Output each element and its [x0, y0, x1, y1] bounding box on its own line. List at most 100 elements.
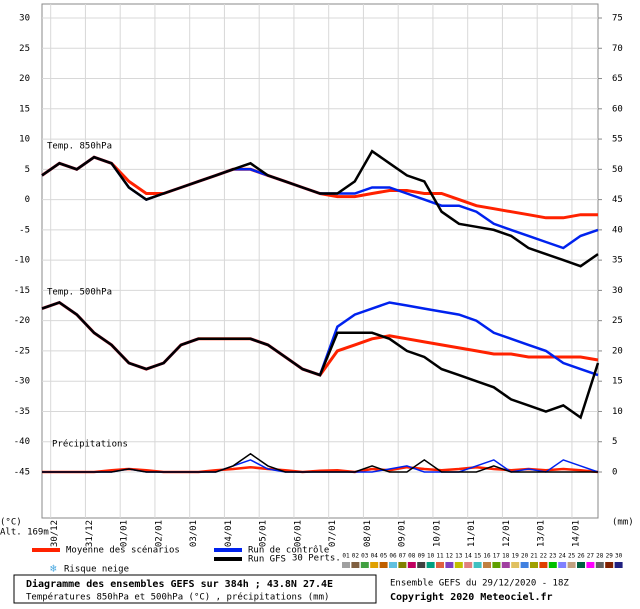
y-tick-label: -35: [14, 407, 30, 417]
pert-swatch: [360, 562, 369, 568]
pert-label: 28: [596, 553, 604, 560]
y-tick-label: -25: [14, 346, 30, 356]
pert-swatch: [379, 562, 388, 568]
panel-label: Temp. 850hPa: [47, 142, 112, 152]
x-tick-label: 14/01: [571, 520, 581, 547]
pert-swatch: [389, 562, 397, 568]
pert-label: 20: [521, 553, 529, 560]
y2-unit: (mm): [612, 518, 634, 528]
pert-label: 30: [615, 553, 623, 560]
pert-label: 18: [502, 553, 510, 560]
x-tick-label: 05/01: [259, 520, 269, 547]
pert-swatch: [445, 562, 454, 568]
pert-label: 09: [418, 553, 426, 560]
pert-label: 05: [380, 553, 388, 560]
legend-label: Run de contrôle: [248, 545, 329, 556]
pert-label: 02: [352, 553, 360, 560]
pert-swatch: [501, 562, 510, 568]
pert-swatch: [539, 562, 548, 568]
panel-label: Précipitations: [52, 439, 128, 450]
y-tick-label: -40: [14, 437, 30, 447]
panel-label: Temp. 500hPa: [47, 288, 112, 298]
y2-tick-label: 20: [612, 346, 623, 356]
line-precip: [42, 452, 598, 473]
line-850: [41, 149, 599, 268]
x-tick-label: 06/01: [293, 520, 303, 547]
pert-label: 12: [446, 553, 454, 560]
y2-tick-label: 10: [612, 407, 623, 417]
pert-swatch: [454, 562, 463, 568]
pert-swatch: [605, 562, 614, 568]
y-tick-label: -20: [14, 316, 30, 326]
y2-tick-label: 40: [612, 225, 623, 235]
x-tick-label: 10/01: [432, 520, 442, 547]
perts-label: 30 Perts.: [292, 554, 341, 564]
footer-title: Diagramme des ensembles GEFS sur 384h ; …: [26, 578, 333, 590]
y-unit: (°C): [0, 518, 22, 528]
plot-area: [41, 3, 599, 519]
pert-label: 22: [540, 553, 548, 560]
pert-swatch: [407, 562, 416, 568]
pert-label: 13: [455, 553, 463, 560]
x-tick-label: 04/01: [224, 520, 234, 547]
legend-label: Moyenne des scénarios: [66, 545, 180, 556]
y2-tick-label: 65: [612, 74, 623, 84]
y2-tick-label: 0: [612, 468, 617, 478]
copyright: Copyright 2020 Meteociel.fr: [390, 591, 553, 603]
y-tick-label: 10: [19, 135, 30, 145]
pert-swatch: [426, 562, 435, 568]
pert-swatch: [417, 562, 426, 568]
x-tick-label: 13/01: [537, 520, 547, 547]
pert-swatch: [511, 562, 520, 568]
pert-swatch: [464, 562, 473, 568]
y2-tick-label: 30: [612, 286, 623, 296]
x-tick-label: 30/12: [50, 520, 60, 547]
pert-swatch: [342, 562, 350, 568]
pert-swatch: [558, 562, 567, 568]
pert-label: 17: [493, 553, 501, 560]
y2-tick-label: 5: [612, 437, 617, 447]
y-tick-label: -45: [14, 468, 30, 478]
pert-swatch: [483, 562, 491, 568]
pert-swatch: [398, 562, 407, 568]
pert-label: 01: [342, 553, 350, 560]
pert-label: 27: [587, 553, 595, 560]
x-tick-label: 12/01: [502, 520, 512, 547]
y-tick-label: 20: [19, 74, 30, 84]
pert-swatch: [614, 562, 623, 568]
x-tick-label: 11/01: [467, 520, 477, 547]
y2-tick-label: 45: [612, 195, 623, 205]
line-500: [41, 301, 600, 420]
y2-tick-label: 55: [612, 135, 623, 145]
pert-label: 06: [389, 553, 397, 560]
x-tick-label: 02/01: [154, 520, 164, 547]
x-tick-label: 07/01: [328, 520, 338, 547]
y-tick-label: 15: [19, 104, 30, 114]
y2-tick-label: 60: [612, 104, 623, 114]
pert-swatch: [436, 562, 444, 568]
footer-subtitle: Températures 850hPa et 500hPa (°C) , pré…: [26, 592, 329, 603]
footer-box: [13, 574, 377, 604]
y-tick-label: -15: [14, 286, 30, 296]
x-tick-label: 03/01: [189, 520, 199, 547]
y-tick-label: 25: [19, 44, 30, 54]
y-tick-label: -10: [14, 256, 30, 266]
pert-label: 10: [427, 553, 435, 560]
pert-swatch: [567, 562, 576, 568]
x-tick-label: 09/01: [398, 520, 408, 547]
pert-swatch: [548, 562, 557, 568]
pert-swatch: [492, 562, 501, 568]
y-tick-label: 30: [19, 14, 30, 24]
altitude: Alt. 169m: [0, 528, 49, 538]
y2-tick-label: 35: [612, 256, 623, 266]
x-tick-label: 08/01: [363, 520, 373, 547]
y2-tick-label: 15: [612, 377, 623, 387]
pert-swatch: [530, 562, 538, 568]
pert-label: 21: [530, 553, 538, 560]
pert-label: 29: [606, 553, 614, 560]
pert-swatch: [595, 562, 604, 568]
pert-swatch: [473, 562, 482, 568]
run-info: Ensemble GEFS du 29/12/2020 - 18Z: [390, 579, 569, 589]
pert-label: 04: [371, 553, 379, 560]
